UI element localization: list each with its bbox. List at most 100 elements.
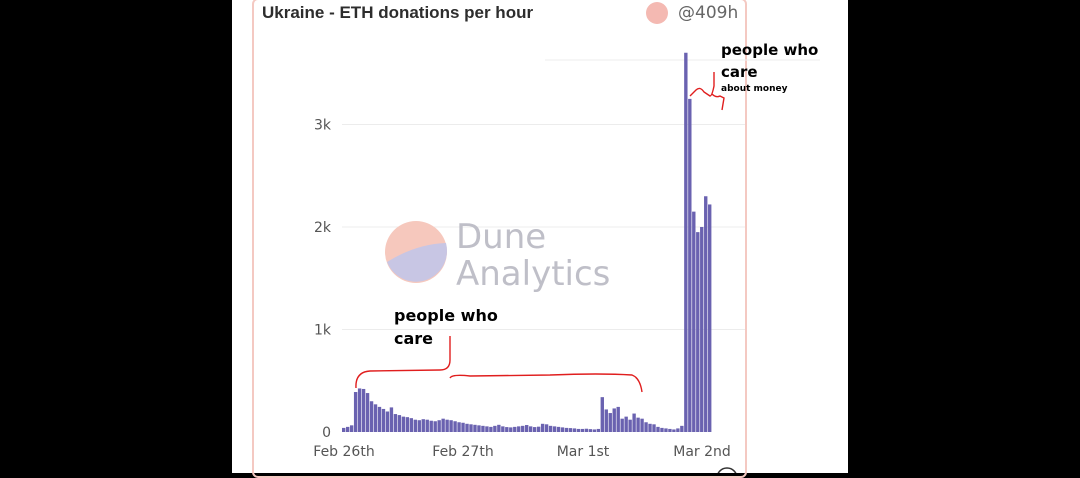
bar (342, 427, 346, 432)
bar (560, 427, 565, 432)
bar (700, 227, 704, 432)
chart-title: Ukraine - ETH donations per hour (262, 3, 534, 22)
bar (660, 427, 664, 432)
bar (505, 427, 509, 432)
bar (624, 416, 628, 433)
annotation-right-line1: people who (721, 41, 819, 59)
bar (688, 98, 692, 433)
bar (429, 420, 433, 432)
bar (389, 407, 394, 432)
bar (513, 426, 517, 433)
bar (369, 401, 374, 432)
bar (501, 426, 505, 432)
bar (393, 414, 398, 432)
bar (461, 422, 465, 432)
bar (540, 423, 545, 432)
annotation-strokes (355, 72, 725, 393)
bar (680, 425, 684, 432)
bar (453, 421, 457, 432)
bar (433, 421, 437, 432)
bar (401, 416, 406, 433)
bar (644, 422, 648, 432)
bar (600, 397, 604, 432)
bar (437, 420, 441, 432)
bar (517, 426, 521, 432)
bar (548, 425, 553, 432)
annotation-brace-left (355, 336, 643, 393)
bar (692, 211, 696, 433)
bar (477, 425, 481, 432)
bar (684, 52, 688, 432)
bar (568, 428, 573, 432)
x-tick-label: Feb 27th (432, 444, 493, 460)
bar (409, 418, 414, 432)
bar (636, 417, 640, 432)
bar (425, 419, 429, 432)
bar (397, 415, 402, 432)
bar (544, 424, 549, 432)
annotation-right: people who care about money (721, 39, 818, 95)
info-icon (717, 467, 737, 473)
bar (353, 392, 358, 432)
bar (608, 413, 612, 432)
bar (580, 428, 585, 432)
bar (652, 424, 656, 432)
bar (457, 422, 461, 432)
y-tick-label: 1k (314, 323, 332, 339)
bar (385, 411, 390, 432)
bar (361, 388, 366, 432)
author-handle[interactable]: @409h (678, 3, 739, 23)
bar (377, 406, 382, 432)
bar (381, 408, 386, 432)
bar (556, 426, 561, 433)
bar (604, 409, 608, 432)
bar (672, 429, 676, 432)
bar (592, 429, 597, 432)
bar (572, 428, 577, 432)
y-tick-label: 0 (322, 425, 331, 441)
bar (449, 420, 453, 432)
bar (648, 423, 652, 432)
bar (596, 428, 600, 432)
watermark-logo-shade (387, 243, 447, 282)
dune-analytics-watermark: Dune Analytics (385, 217, 610, 294)
bar (708, 204, 712, 432)
bar (564, 427, 569, 432)
bar (421, 419, 425, 432)
bar (405, 417, 410, 432)
bar (620, 418, 624, 432)
bar (445, 419, 449, 432)
bar (552, 426, 557, 432)
x-tick-label: Feb 26th (313, 444, 374, 460)
y-tick-label: 2k (314, 220, 332, 236)
bar (536, 426, 541, 432)
bar (345, 426, 350, 433)
bar (668, 428, 672, 432)
bar (588, 429, 593, 432)
bar (481, 425, 485, 432)
bar (528, 426, 533, 432)
bars (342, 52, 712, 433)
bar (413, 419, 417, 432)
avatar (646, 2, 668, 24)
y-tick-label: 3k (314, 118, 332, 134)
bar (485, 426, 489, 432)
x-tick-label: Mar 2nd (673, 444, 731, 460)
bar (628, 419, 632, 432)
bar (632, 413, 636, 432)
x-axis-ticks: Feb 26th Feb 27th Mar 1st Mar 2nd (313, 444, 730, 460)
bar (521, 425, 525, 432)
y-axis-ticks: 0 1k 2k 3k (314, 118, 332, 442)
bar (357, 388, 362, 432)
bar (373, 404, 378, 432)
bar (584, 428, 589, 432)
bar (497, 424, 501, 432)
annotation-left: people who care (394, 304, 498, 350)
bar (525, 425, 529, 432)
bar (656, 426, 660, 433)
bar (696, 232, 700, 433)
bar (441, 418, 445, 432)
bar (473, 424, 477, 432)
bar (576, 428, 581, 432)
bar (469, 424, 473, 432)
